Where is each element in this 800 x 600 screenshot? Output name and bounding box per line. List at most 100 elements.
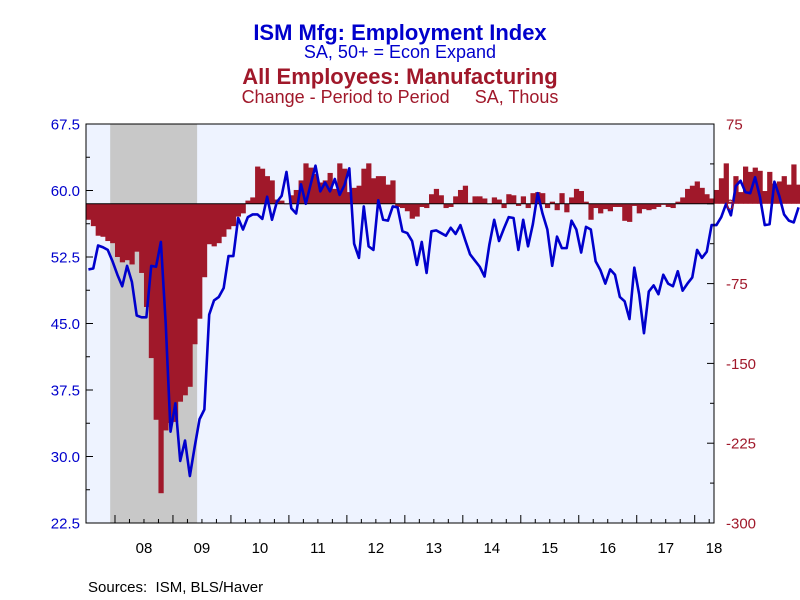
x-tick-label: 11: [310, 540, 326, 557]
bar-mark: [366, 163, 372, 204]
line-series-title: ISM Mfg: Employment Index: [253, 20, 547, 45]
bar-mark: [110, 203, 116, 244]
bar-mark: [477, 196, 483, 204]
bar-mark: [337, 163, 343, 204]
x-tick-label: 10: [252, 540, 269, 557]
bar-mark: [554, 203, 560, 211]
right-tick-label: -225: [726, 436, 756, 453]
bar-mark: [380, 176, 386, 204]
bar-mark: [588, 203, 594, 220]
right-axis: 75 0 -75 -150 -225 -300: [707, 117, 756, 533]
left-tick-label: 22.5: [51, 516, 80, 533]
x-tick-label: 18: [706, 540, 723, 557]
x-axis: 08 09 10 11 12 13 14 15 16 17 18: [114, 515, 723, 557]
bar-mark: [404, 203, 411, 212]
bar-mark: [752, 167, 758, 204]
bar-mark: [549, 201, 555, 204]
bar-mark: [134, 203, 140, 252]
bar-mark: [201, 203, 208, 278]
bar-mark: [158, 203, 164, 494]
bar-mark: [767, 171, 773, 204]
bar-mark: [757, 170, 763, 204]
left-tick-label: 52.5: [51, 250, 80, 267]
bar-mark: [762, 191, 768, 204]
bar-mark: [520, 196, 527, 204]
bar-mark: [670, 203, 676, 209]
bar-mark: [573, 188, 580, 204]
bar-series-title: All Employees: Manufacturing: [242, 64, 557, 89]
bar-mark: [148, 203, 155, 359]
bar-mark: [718, 178, 725, 204]
bar-mark: [351, 187, 357, 204]
bar-mark: [313, 174, 319, 204]
bar-mark: [177, 203, 184, 402]
bar-mark: [361, 168, 367, 204]
bar-mark: [723, 163, 729, 204]
bar-mark: [501, 203, 507, 209]
bar-mark: [226, 203, 232, 230]
bar-mark: [602, 203, 609, 210]
left-tick-label: 67.5: [51, 117, 80, 134]
bar-mark: [544, 203, 551, 209]
bar-mark: [457, 189, 464, 204]
left-tick-label: 37.5: [51, 383, 80, 400]
bar-mark: [332, 188, 338, 204]
bar-mark: [168, 203, 174, 423]
bar-mark: [685, 188, 691, 204]
line-series-subtitle: SA, 50+ = Econ Expand: [304, 42, 496, 62]
bar-mark: [491, 197, 498, 204]
bar-mark: [530, 193, 536, 204]
bar-mark: [298, 180, 304, 204]
bar-mark: [646, 203, 652, 211]
bar-mark: [511, 195, 517, 204]
bar-mark: [660, 203, 667, 205]
bar-mark: [448, 203, 454, 207]
bar-mark: [269, 180, 275, 204]
bar-mark: [303, 163, 309, 204]
left-tick-label: 60.0: [51, 183, 80, 200]
bar-mark: [796, 184, 800, 204]
bar-mark: [472, 196, 478, 204]
x-tick-label: 15: [541, 540, 558, 557]
bar-mark: [781, 176, 787, 204]
bar-mark: [612, 203, 618, 207]
bar-mark: [429, 194, 435, 204]
bar-mark: [704, 194, 710, 204]
bar-mark: [738, 192, 744, 204]
bar-mark: [641, 203, 647, 210]
bar-mark: [385, 184, 391, 204]
bar-mark: [743, 166, 749, 204]
bar-mark: [482, 198, 488, 204]
bar-mark: [771, 183, 778, 204]
bar-mark: [636, 203, 642, 214]
x-tick-label: 12: [368, 540, 385, 557]
bar-mark: [182, 203, 188, 396]
bar-mark: [100, 203, 106, 237]
bar-mark: [665, 203, 671, 207]
bar-mark: [230, 203, 237, 227]
x-tick-label: 09: [194, 540, 211, 557]
bar-mark: [559, 193, 565, 204]
bar-mark: [617, 203, 623, 207]
bar-mark: [747, 171, 754, 204]
bar-mark: [114, 203, 121, 257]
bar-mark: [375, 176, 382, 204]
bar-mark: [607, 203, 613, 212]
bar-mark: [235, 203, 241, 217]
bar-mark: [143, 203, 150, 308]
bar-mark: [506, 194, 512, 204]
line-series: [88, 164, 800, 478]
x-tick-label: 17: [657, 540, 674, 557]
bar-mark: [540, 193, 546, 204]
left-axis: 67.5 60.0 52.5 45.0 37.5 30.0 22.5: [51, 117, 93, 533]
bar-mark: [728, 201, 734, 204]
bar-mark: [322, 180, 328, 204]
x-tick-label: 13: [425, 540, 442, 557]
bar-mark: [172, 203, 179, 422]
bar-mark: [791, 164, 797, 204]
line-path: [88, 164, 800, 478]
bar-mark: [250, 197, 256, 204]
bar-mark: [680, 197, 686, 204]
bar-mark: [390, 180, 396, 204]
